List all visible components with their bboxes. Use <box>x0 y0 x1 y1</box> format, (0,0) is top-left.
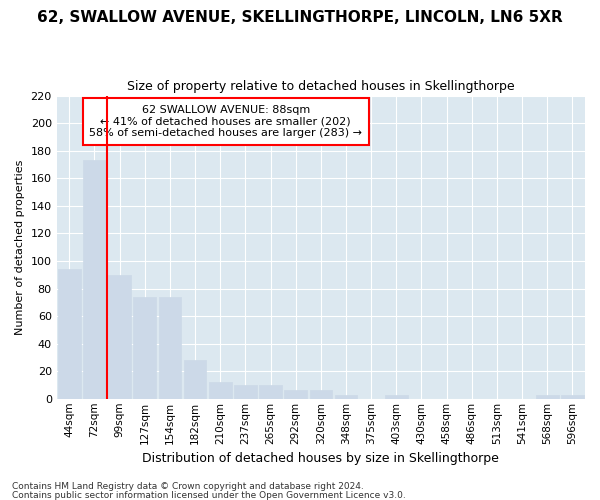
Bar <box>209 382 232 399</box>
Text: 62, SWALLOW AVENUE, SKELLINGTHORPE, LINCOLN, LN6 5XR: 62, SWALLOW AVENUE, SKELLINGTHORPE, LINC… <box>37 10 563 25</box>
Bar <box>184 360 206 399</box>
Bar <box>158 297 181 399</box>
Bar <box>133 297 156 399</box>
Bar <box>108 274 131 399</box>
Text: Contains public sector information licensed under the Open Government Licence v3: Contains public sector information licen… <box>12 490 406 500</box>
X-axis label: Distribution of detached houses by size in Skellingthorpe: Distribution of detached houses by size … <box>142 452 499 465</box>
Bar <box>310 390 332 399</box>
Bar <box>561 394 584 399</box>
Text: Contains HM Land Registry data © Crown copyright and database right 2024.: Contains HM Land Registry data © Crown c… <box>12 482 364 491</box>
Bar <box>259 385 282 399</box>
Title: Size of property relative to detached houses in Skellingthorpe: Size of property relative to detached ho… <box>127 80 515 93</box>
Text: 62 SWALLOW AVENUE: 88sqm
← 41% of detached houses are smaller (202)
58% of semi-: 62 SWALLOW AVENUE: 88sqm ← 41% of detach… <box>89 104 362 138</box>
Bar <box>335 394 358 399</box>
Bar <box>234 385 257 399</box>
Bar <box>284 390 307 399</box>
Bar <box>58 269 80 399</box>
Y-axis label: Number of detached properties: Number of detached properties <box>15 160 25 335</box>
Bar <box>385 394 407 399</box>
Bar <box>536 394 559 399</box>
Bar <box>83 160 106 399</box>
